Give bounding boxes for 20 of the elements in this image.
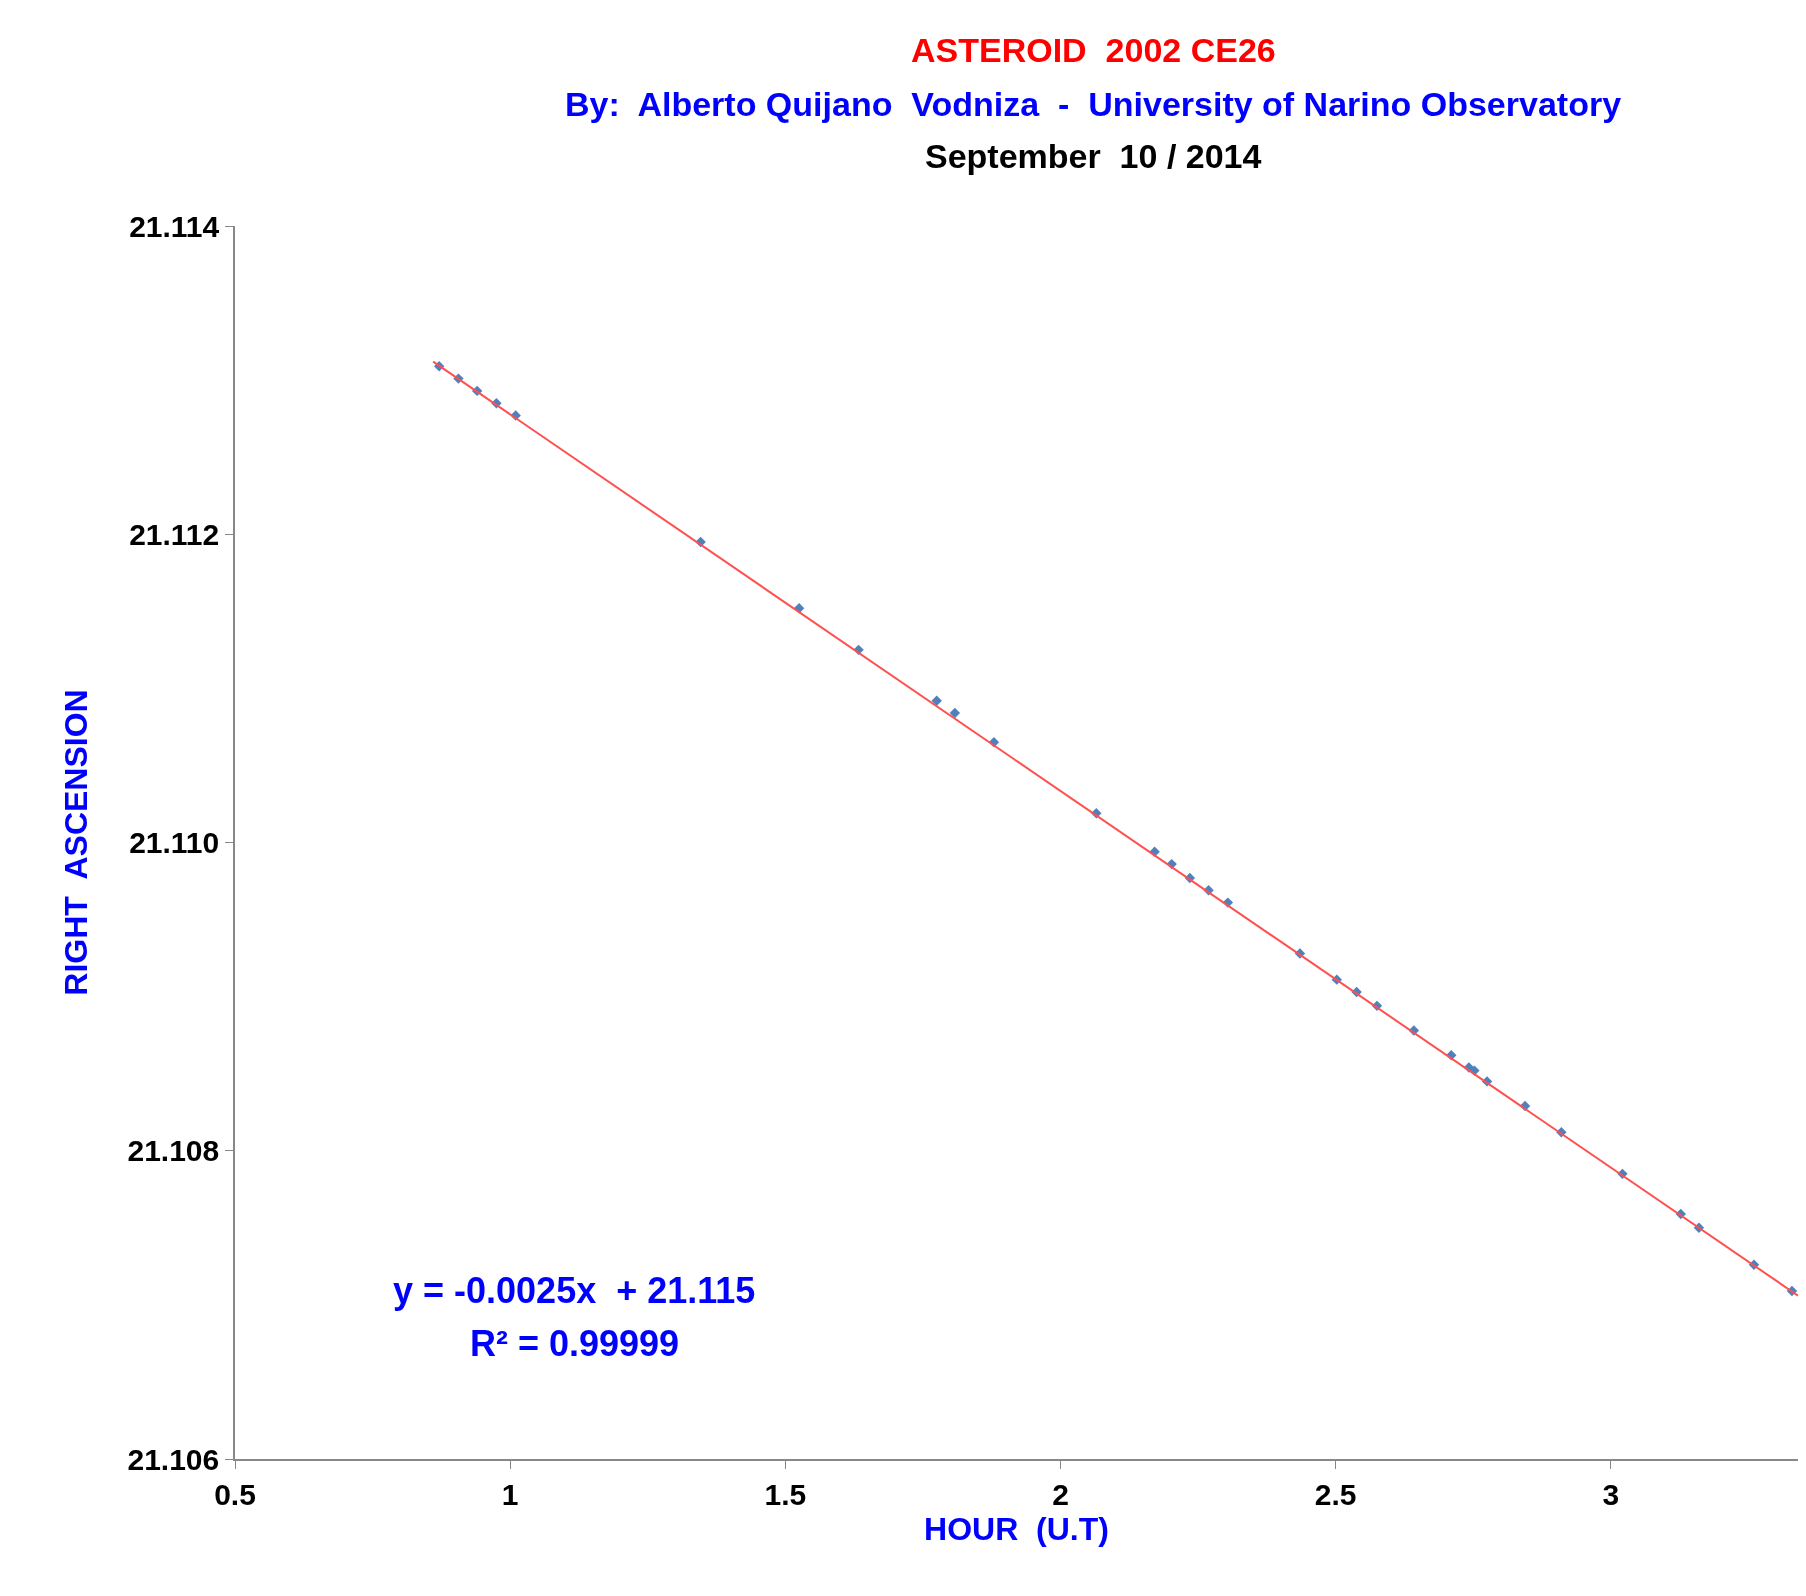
x-tick-label: 2: [1052, 1477, 1069, 1511]
y-tick-label: 21.106: [127, 1442, 220, 1476]
x-tick-label: 2.5: [1314, 1477, 1357, 1511]
chart-title: ASTEROID 2002 CE26: [911, 31, 1276, 69]
y-tick-label: 21.112: [129, 517, 220, 551]
point: [931, 695, 942, 706]
x-tick-label: 1.5: [764, 1477, 807, 1511]
y-tick-label: 21.114: [129, 209, 220, 243]
text: September 10 / 2014: [925, 137, 1262, 175]
x-tick-label: 1: [501, 1477, 519, 1511]
chart-subtitle: By: Alberto Quijano Vodniza - University of Narino Observatory: [565, 85, 1622, 123]
y-axis-title: RIGHT ASCENSION: [58, 689, 95, 996]
point: [949, 707, 961, 719]
annotation: y = -0.0025x + 21.115: [393, 1270, 756, 1311]
annotation: R² = 0.99999: [470, 1323, 680, 1364]
x-axis-title: HOUR (U.T): [924, 1511, 1109, 1548]
x-tick-label: 3: [1602, 1477, 1620, 1511]
x-tick-label: 0.5: [214, 1477, 256, 1511]
y-tick-label: 21.108: [127, 1134, 220, 1168]
y-tick-label: 21.110: [129, 826, 220, 859]
